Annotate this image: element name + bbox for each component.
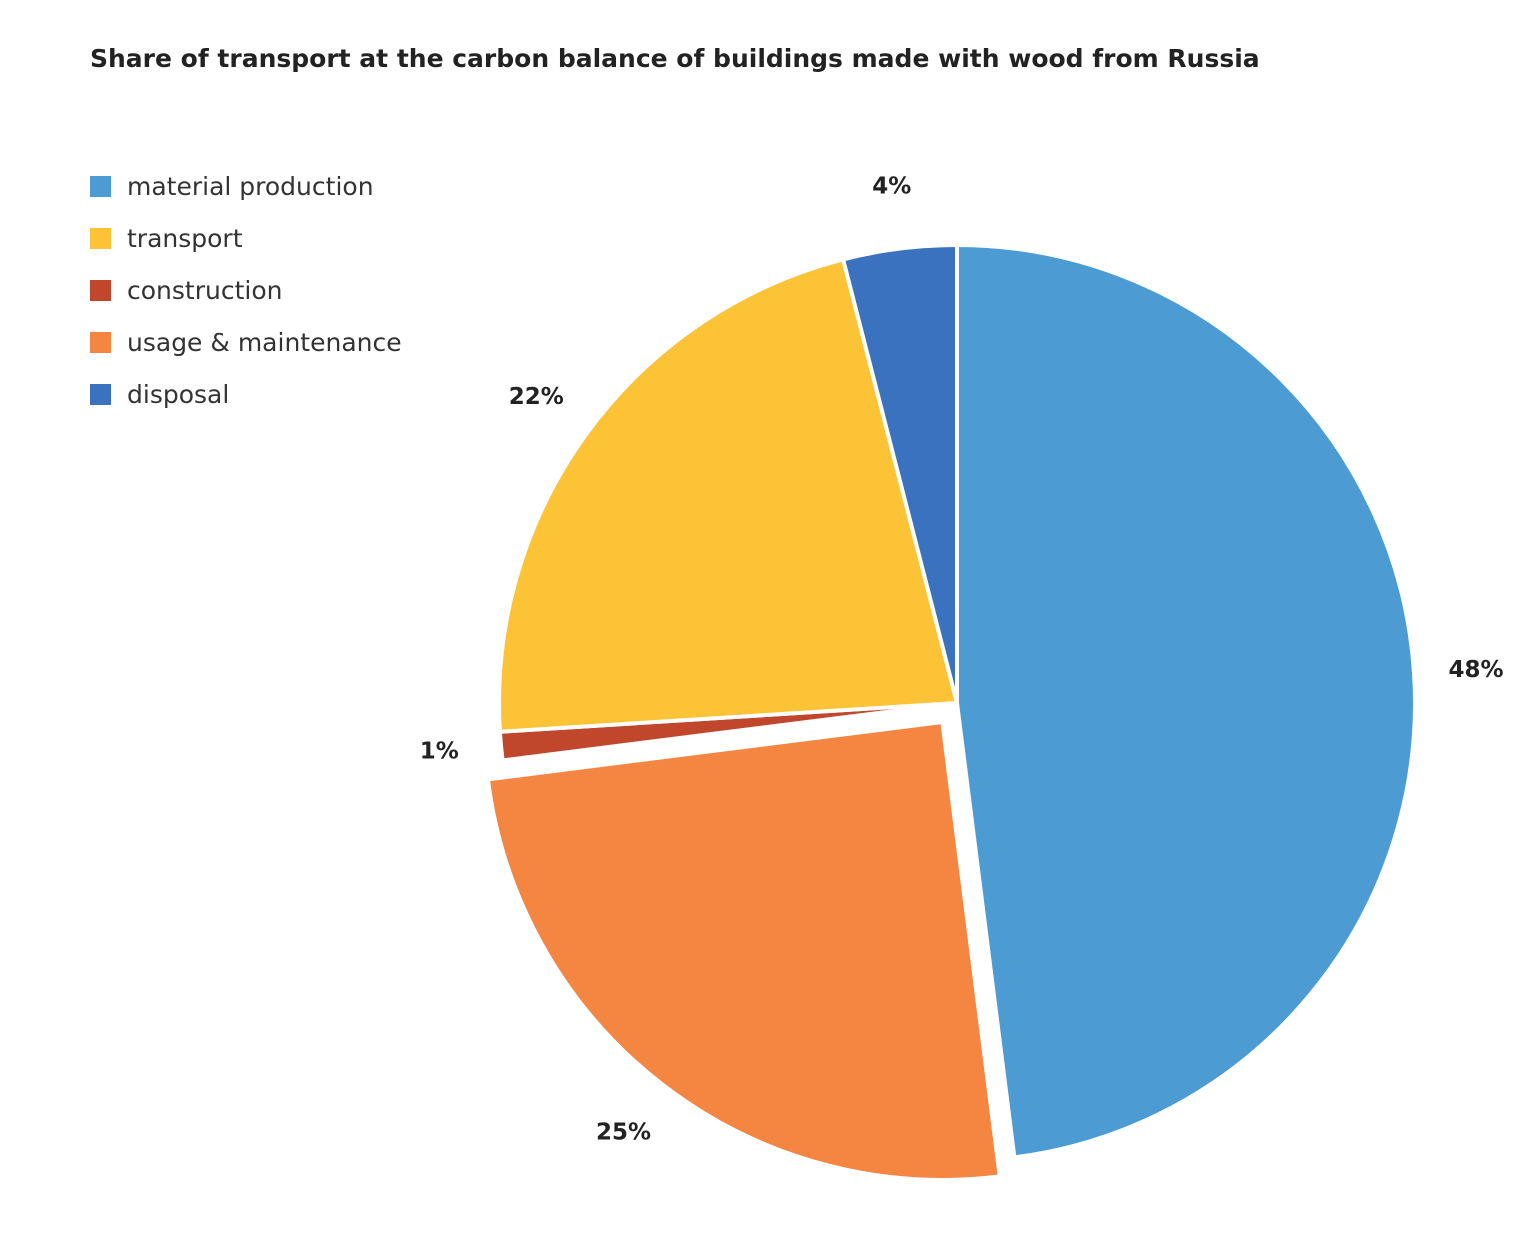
- legend-label-material-production: material production: [127, 171, 374, 201]
- legend-label-transport: transport: [127, 223, 243, 253]
- pie-slice-disposal[interactable]: [841, 243, 959, 705]
- slice-label-disposal: 4%: [872, 174, 911, 200]
- slice-label-transport: 22%: [509, 384, 564, 410]
- chart-title: Share of transport at the carbon balance…: [90, 44, 1260, 73]
- legend-item-usage-maintenance[interactable]: usage & maintenance: [90, 316, 402, 368]
- legend-label-construction: construction: [127, 275, 283, 305]
- pie-slice-material-production[interactable]: [955, 243, 1417, 1160]
- legend-item-material-production[interactable]: material production: [90, 160, 402, 212]
- legend-label-disposal: disposal: [127, 379, 230, 409]
- legend-swatch-usage-maintenance: [90, 331, 111, 353]
- slice-label-construction: 1%: [420, 738, 459, 764]
- legend-item-disposal[interactable]: disposal: [90, 368, 402, 420]
- slice-label-material-production: 48%: [1448, 657, 1503, 683]
- legend-label-usage-maintenance: usage & maintenance: [127, 327, 402, 357]
- legend-item-transport[interactable]: transport: [90, 212, 402, 264]
- legend: material production transport constructi…: [90, 160, 402, 420]
- pie-slice-usage-maintenance[interactable]: [485, 719, 1002, 1182]
- legend-item-construction[interactable]: construction: [90, 264, 402, 316]
- pie-slice-transport[interactable]: [497, 257, 959, 734]
- legend-swatch-disposal: [90, 383, 111, 405]
- legend-swatch-material-production: [90, 175, 111, 197]
- slice-label-usage-maintenance: 25%: [596, 1119, 651, 1145]
- legend-swatch-transport: [90, 227, 111, 249]
- legend-swatch-construction: [90, 279, 111, 301]
